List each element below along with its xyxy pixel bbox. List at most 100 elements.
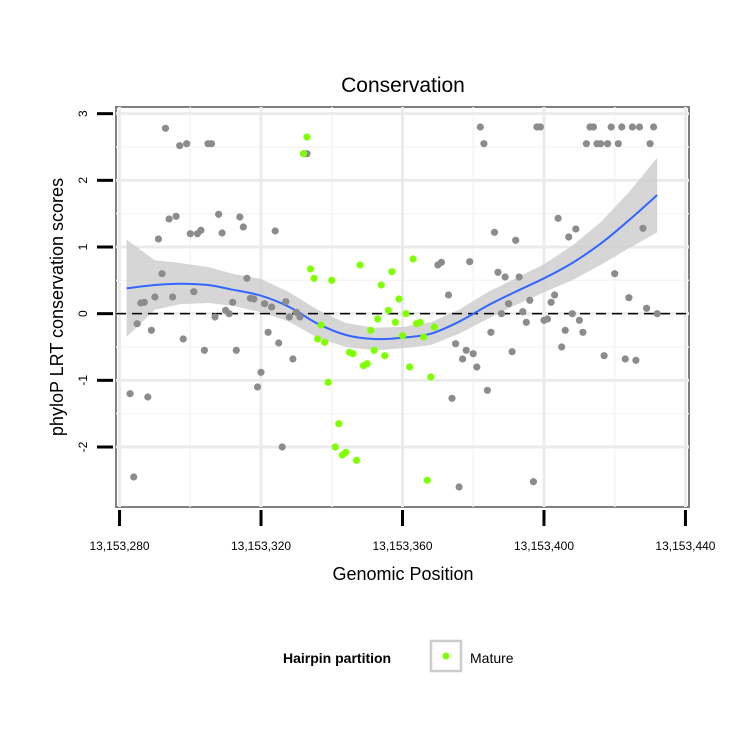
data-point-other bbox=[250, 295, 258, 303]
data-point-other bbox=[448, 394, 456, 402]
y-tick-label: 0 bbox=[76, 310, 90, 317]
x-axis: 13,153,280 13,153,320 13,153,360 13,153,400… bbox=[90, 510, 716, 553]
data-point-other bbox=[183, 140, 191, 148]
data-point-other bbox=[215, 210, 223, 218]
data-point-other bbox=[165, 215, 173, 223]
data-point-other bbox=[147, 326, 155, 334]
data-point-other bbox=[604, 140, 612, 148]
data-point-mature bbox=[409, 255, 417, 263]
data-point-mature bbox=[391, 318, 399, 326]
data-point-other bbox=[278, 443, 286, 451]
data-point-mature bbox=[317, 321, 325, 329]
major-gridlines bbox=[116, 107, 689, 507]
data-point-other bbox=[275, 339, 283, 347]
data-point-other bbox=[239, 223, 247, 231]
data-point-other bbox=[515, 273, 523, 281]
data-point-other bbox=[462, 346, 470, 354]
data-point-mature bbox=[427, 373, 435, 381]
legend: Hairpin partition Mature bbox=[283, 639, 514, 673]
legend-mature-label: Mature bbox=[470, 650, 514, 666]
data-point-other bbox=[618, 123, 626, 131]
mature-points bbox=[299, 133, 438, 484]
data-point-other bbox=[483, 386, 491, 394]
y-tick-label: -2 bbox=[76, 441, 90, 452]
data-point-other bbox=[452, 340, 460, 348]
data-point-mature bbox=[388, 268, 396, 276]
y-tick-label: 1 bbox=[76, 243, 90, 250]
data-point-other bbox=[568, 310, 576, 318]
data-point-other bbox=[144, 393, 152, 401]
x-axis-title: Genomic Position bbox=[332, 564, 473, 584]
data-point-other bbox=[565, 233, 573, 241]
data-point-mature bbox=[398, 332, 407, 340]
data-point-other bbox=[211, 313, 219, 321]
data-point-other bbox=[154, 235, 162, 243]
data-point-other bbox=[444, 291, 453, 299]
data-point-other bbox=[271, 227, 279, 235]
data-point-other bbox=[600, 352, 608, 360]
data-point-other bbox=[261, 300, 269, 308]
data-point-other bbox=[543, 315, 552, 323]
data-point-other bbox=[558, 343, 566, 351]
data-point-other bbox=[455, 483, 463, 491]
data-point-other bbox=[437, 258, 445, 266]
data-point-other bbox=[508, 348, 516, 356]
data-point-other bbox=[126, 390, 134, 398]
data-point-other bbox=[635, 123, 644, 131]
data-point-other bbox=[225, 310, 233, 318]
data-point-other bbox=[611, 270, 619, 278]
data-point-mature bbox=[356, 261, 364, 269]
x-tick-label: 13,153,280 bbox=[90, 539, 150, 553]
data-point-other bbox=[529, 478, 538, 486]
data-point-other bbox=[632, 356, 640, 364]
data-point-other bbox=[536, 123, 545, 131]
data-point-mature bbox=[342, 448, 350, 456]
data-point-other bbox=[197, 226, 205, 234]
data-point-other bbox=[179, 335, 187, 343]
confidence-ribbon bbox=[126, 157, 658, 351]
data-point-other bbox=[459, 355, 467, 363]
data-point-other bbox=[282, 298, 290, 306]
data-point-other bbox=[572, 225, 580, 233]
y-axis-title: phyloP LRT conservation scores bbox=[47, 178, 67, 436]
data-point-mature bbox=[303, 133, 311, 141]
data-point-other bbox=[229, 298, 237, 306]
data-point-other bbox=[505, 300, 513, 308]
data-point-other bbox=[264, 328, 272, 336]
data-point-mature bbox=[384, 306, 392, 314]
data-point-other bbox=[190, 288, 198, 296]
y-axis: -2 -1 0 1 2 3 bbox=[76, 110, 113, 452]
data-point-mature bbox=[406, 363, 414, 371]
data-point-mature bbox=[331, 443, 339, 451]
data-point-other bbox=[621, 355, 629, 363]
y-tick-label: 2 bbox=[76, 177, 90, 184]
data-point-other bbox=[582, 140, 591, 148]
legend-title: Hairpin partition bbox=[283, 650, 391, 666]
data-point-other bbox=[218, 229, 226, 237]
data-point-other bbox=[285, 313, 293, 321]
data-point-mature bbox=[328, 276, 336, 284]
data-point-other bbox=[575, 316, 584, 324]
data-point-mature bbox=[370, 346, 378, 354]
y-tick-label: 3 bbox=[76, 110, 90, 117]
data-point-other bbox=[130, 473, 138, 481]
data-point-other bbox=[253, 383, 262, 391]
x-tick-label: 13,153,440 bbox=[655, 539, 715, 553]
data-point-other bbox=[207, 140, 216, 148]
data-point-other bbox=[625, 294, 633, 302]
data-point-mature bbox=[324, 378, 332, 386]
data-point-mature bbox=[367, 326, 375, 334]
data-point-other bbox=[526, 296, 534, 304]
data-point-other bbox=[628, 123, 637, 131]
data-point-other bbox=[561, 326, 569, 334]
data-point-mature bbox=[352, 456, 361, 464]
data-point-other bbox=[236, 213, 244, 221]
data-point-other bbox=[243, 274, 251, 282]
data-point-other bbox=[257, 368, 265, 376]
data-point-other bbox=[476, 123, 484, 131]
data-point-other bbox=[133, 320, 141, 328]
data-point-other bbox=[554, 214, 562, 222]
data-point-other bbox=[597, 140, 605, 148]
data-point-other bbox=[522, 318, 530, 326]
